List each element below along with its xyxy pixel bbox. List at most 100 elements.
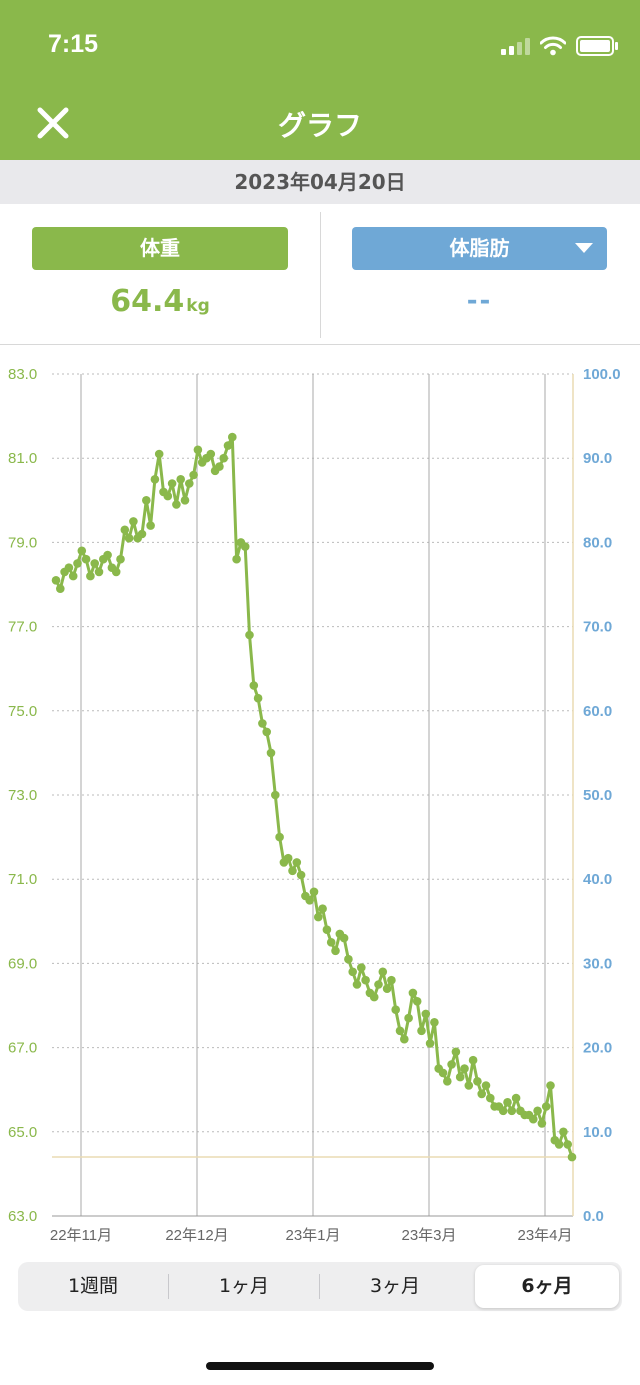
weight-data-point [253,693,263,703]
weight-data-point [296,870,306,880]
weight-data-point [223,441,233,450]
weight-data-point [116,554,125,564]
weight-data-point [245,630,254,640]
weight-data-point [412,997,422,1006]
weight-data-point [331,946,340,956]
weight-data-point [473,1077,482,1086]
weight-data-point [176,475,185,484]
weight-data-point [150,475,160,484]
weight-data-point [443,1077,452,1086]
weight-data-point [567,1152,577,1162]
battery-icon [576,36,618,56]
weight-data-point [481,1081,491,1090]
y-right-tick-label: 100.0 [583,366,621,383]
weight-data-point [232,554,241,564]
weight-data-point [167,479,177,488]
weight-data-point [185,479,194,488]
y-left-tick-label: 63.0 [8,1208,37,1225]
y-left-tick-label: 81.0 [8,450,37,467]
x-tick-label: 23年1月 [285,1227,340,1244]
weight-data-point [215,462,224,471]
weight-data-point [503,1098,512,1107]
weight-data-point [137,529,147,539]
y-right-tick-label: 50.0 [583,787,612,804]
y-left-tick-label: 67.0 [8,1040,37,1057]
weight-data-point [180,496,190,505]
period-tab-1-month[interactable]: 1ヶ月 [169,1262,319,1311]
weight-data-point [94,567,104,577]
weight-data-point [498,1106,508,1116]
period-tab-6-months[interactable]: 6ヶ月 [475,1265,619,1308]
y-right-tick-label: 60.0 [583,703,612,720]
period-segmented-control: 1週間 1ヶ月 3ヶ月 6ヶ月 [18,1262,622,1311]
weight-data-point [391,1005,401,1014]
weight-data-point [163,491,173,501]
weight-data-point [477,1089,487,1099]
weight-chart[interactable]: 22年11月 22年12月 23年1月 23年3月 23年4月 63.0 65.0 67.0 6… [0,344,640,1254]
close-icon[interactable] [30,100,76,146]
y-left-tick-label: 83.0 [8,366,37,383]
weight-data-point [51,576,61,585]
weight-data-point [447,1060,456,1069]
weight-data-point [374,980,383,989]
weight-data-point [219,453,228,463]
weight-data-point [464,1081,474,1090]
nav-bar: グラフ [0,88,640,160]
weight-data-point [541,1102,551,1111]
weight-data-point [361,975,370,985]
weight-data-point [533,1106,542,1116]
y-left-tick-label: 77.0 [8,619,37,636]
weight-data-point [240,542,250,551]
weight-tab-button[interactable]: 体重 [32,227,288,270]
body-fat-dropdown-button[interactable]: 体脂肪 [352,227,607,270]
weight-data-point [326,938,336,947]
weight-data-point [537,1119,547,1128]
weight-data-point [288,866,297,876]
page-title: グラフ [277,109,362,142]
x-tick-label: 22年12月 [165,1227,228,1244]
weight-data-point [68,571,78,581]
y-right-tick-label: 80.0 [583,534,612,551]
period-tab-label: 1ヶ月 [218,1275,270,1297]
period-tab-1-week[interactable]: 1週間 [18,1262,168,1311]
y-left-tick-label: 73.0 [8,787,37,804]
y-left-tick-label: 75.0 [8,703,37,720]
y-right-tick-label: 30.0 [583,955,612,972]
body-fat-tab-label: 体脂肪 [449,236,510,260]
weight-data-point [193,445,203,455]
weight-data-point [314,912,323,922]
weight-data-point [352,980,362,989]
y-right-tick-label: 0.0 [583,1208,604,1225]
weight-data-point [77,546,87,556]
weight-data-point [73,559,82,568]
weight-data-point [348,967,358,977]
body-fat-value: -- [466,286,493,316]
weight-data-point [460,1064,469,1073]
weight-data-point [142,496,151,505]
segment-divider [319,1274,320,1299]
period-tab-label: 3ヶ月 [369,1275,421,1297]
status-icons [501,36,618,56]
date-label: 2023年04月20日 [0,160,640,204]
status-bar: 7:15 [0,0,640,88]
y-right-tick-label: 90.0 [583,450,612,467]
weight-data-point [507,1106,517,1116]
weight-data-point [309,887,319,897]
weight-data-point [339,933,349,943]
weight-data-point [468,1055,478,1065]
weight-data-point [421,1009,431,1019]
weight-series-line [54,435,574,1158]
y-left-tick-label: 71.0 [8,871,37,888]
weight-data-point [86,571,95,581]
weight-data-point [387,975,396,985]
period-tab-3-months[interactable]: 3ヶ月 [320,1262,470,1311]
weight-data-point [154,449,164,459]
weight-data-point [129,517,138,526]
period-tab-label: 1週間 [67,1275,119,1297]
home-indicator [206,1362,434,1370]
weight-data-point [56,584,65,593]
y-left-tick-label: 69.0 [8,955,37,972]
weight-data-point [408,988,418,998]
weight-data-point [486,1093,495,1103]
weight-data-point [357,963,366,972]
